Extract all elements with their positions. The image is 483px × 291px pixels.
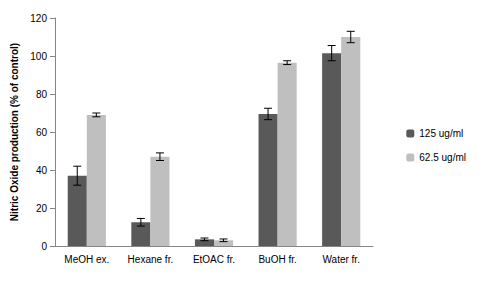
svg-text:20: 20 [36,203,48,214]
svg-text:100: 100 [30,51,47,62]
svg-text:MeOH ex.: MeOH ex. [64,254,109,265]
svg-text:Nitric Oxide production (% of: Nitric Oxide production (% of control) [9,43,20,221]
svg-text:0: 0 [41,241,47,252]
svg-text:BuOH fr.: BuOH fr. [258,254,296,265]
svg-text:125 ug/ml: 125 ug/ml [419,128,463,139]
svg-text:80: 80 [36,89,48,100]
svg-text:EtOAC fr.: EtOAC fr. [193,254,235,265]
svg-text:Water fr.: Water fr. [322,254,359,265]
svg-text:120: 120 [30,13,47,24]
svg-text:Hexane fr.: Hexane fr. [128,254,174,265]
svg-text:62.5 ug/ml: 62.5 ug/ml [419,152,466,163]
svg-text:60: 60 [36,127,48,138]
svg-text:40: 40 [36,165,48,176]
